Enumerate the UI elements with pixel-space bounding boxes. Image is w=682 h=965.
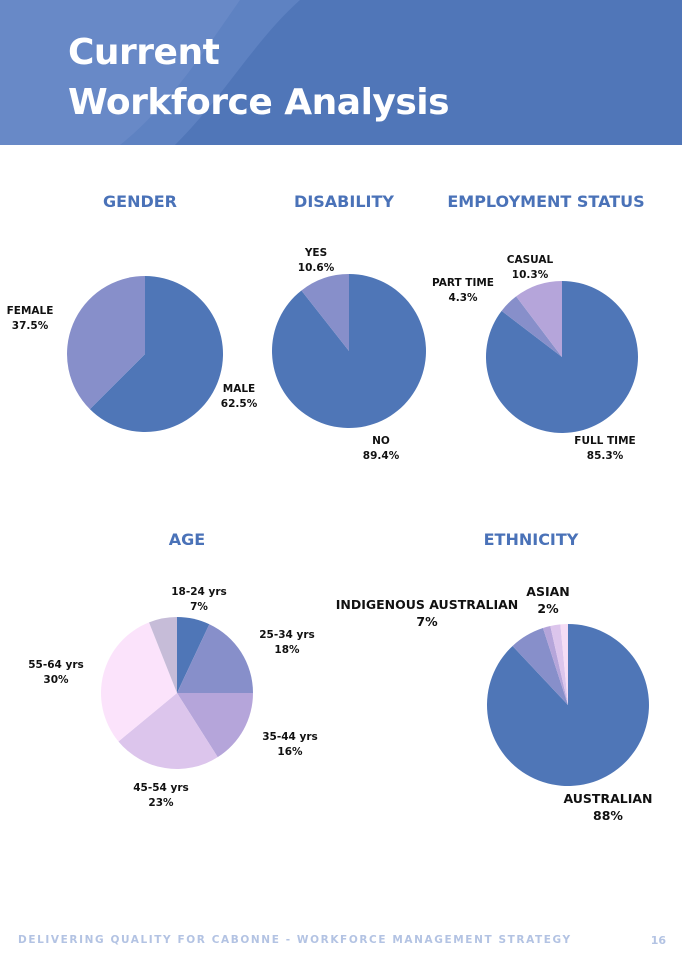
age-slice-55-64-yrs: [101, 622, 177, 742]
ethnicity-slice-unlabeled-2: [542, 625, 568, 705]
employment-slice-part-time: [501, 296, 562, 357]
page-title: Current Workforce Analysis: [68, 28, 450, 128]
footer-text: DELIVERING QUALITY FOR CABONNE - WORKFOR…: [18, 934, 572, 946]
ethnicity-slice-asian: [550, 624, 568, 705]
disability-slice-no: [272, 274, 427, 428]
age-label-25-34-yrs: 25-34 yrs 18%: [259, 629, 315, 656]
employment-label-full-time: FULL TIME 85.3%: [574, 435, 635, 462]
ethnicity-label-asian: ASIAN 2%: [526, 584, 569, 616]
age-label-18-24-yrs: 18-24 yrs 7%: [171, 586, 227, 613]
ethnicity-slice-unlabeled-4: [560, 624, 568, 705]
employment-slice-casual: [516, 281, 562, 357]
disability-slice-yes: [301, 274, 349, 351]
ethnicity-slice-australian: [486, 624, 649, 786]
age-label-45-54-yrs: 45-54 yrs 23%: [133, 782, 189, 809]
age-label-55-64-yrs: 55-64 yrs 30%: [28, 659, 84, 686]
page-number: 16: [650, 934, 666, 947]
disability-label-yes: YES 10.6%: [298, 247, 335, 274]
employment-label-part-time: PART TIME 4.3%: [432, 277, 494, 304]
ethnicity-slice-indigenous-australian: [512, 627, 568, 705]
page-header: Current Workforce Analysis: [0, 0, 682, 145]
age-chart-title: AGE: [168, 530, 206, 549]
disability-label-no: NO 89.4%: [363, 435, 400, 462]
age-slice-unlabeled-5: [149, 617, 177, 693]
ethnicity-chart-title: ETHNICITY: [483, 530, 579, 549]
employment-slice-full-time: [485, 281, 638, 433]
disability-chart-title: DISABILITY: [294, 192, 394, 211]
age-slice-25-34-yrs: [177, 624, 253, 693]
gender-label-female: FEMALE 37.5%: [7, 305, 54, 332]
age-slice-35-44-yrs: [177, 693, 253, 758]
employment-label-casual: CASUAL 10.3%: [507, 254, 554, 281]
gender-slice-male: [89, 276, 224, 432]
page-title-line-2: Workforce Analysis: [68, 82, 450, 123]
header-wave-decoration: [0, 0, 300, 145]
gender-slice-female: [67, 276, 145, 410]
employment-chart-title: EMPLOYMENT STATUS: [447, 192, 645, 211]
age-slice-45-54-yrs: [118, 693, 218, 769]
page-title-line-1: Current: [68, 32, 220, 73]
gender-chart-title: GENDER: [103, 192, 177, 211]
ethnicity-label-australian: AUSTRALIAN 88%: [563, 791, 652, 823]
age-slice-18-24-yrs: [177, 617, 210, 693]
gender-label-male: MALE 62.5%: [221, 383, 258, 410]
ethnicity-label-indigenous-australian: INDIGENOUS AUSTRALIAN 7%: [336, 597, 519, 629]
age-label-35-44-yrs: 35-44 yrs 16%: [262, 731, 318, 758]
